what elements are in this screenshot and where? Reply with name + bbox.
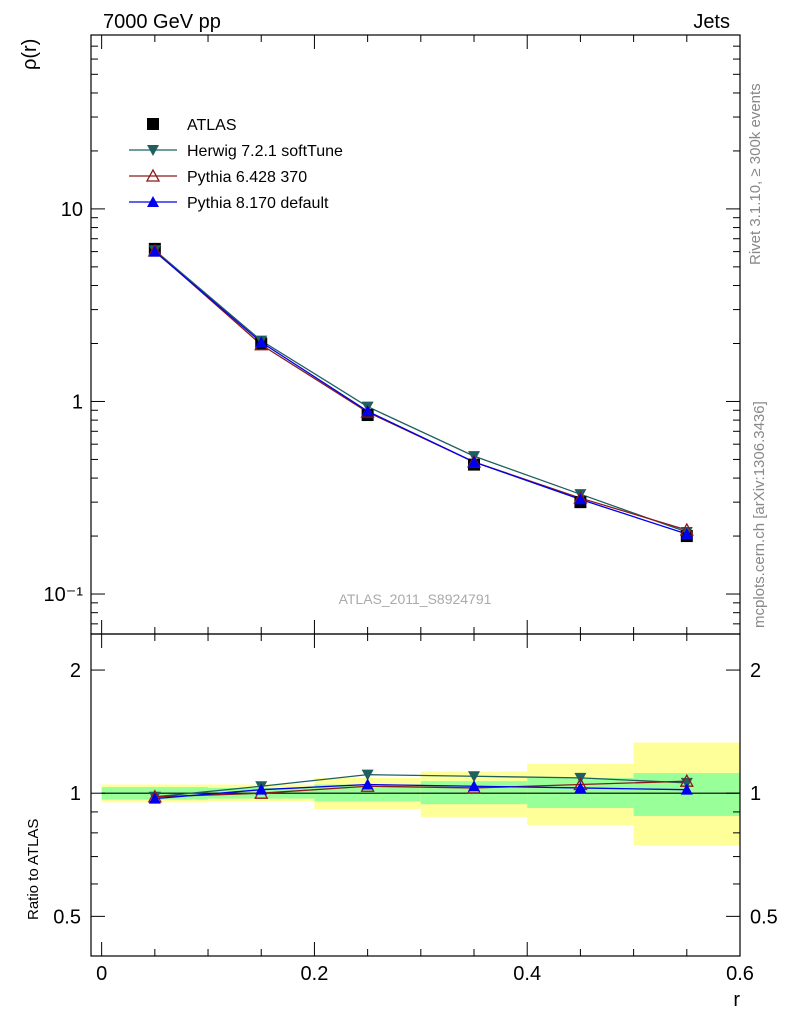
ratio-xtick-label: 0.6 — [726, 963, 754, 985]
main-tick-labels: 10 1 10⁻¹ — [44, 199, 84, 606]
ratio-ytick-label-right: 0.5 — [750, 906, 778, 928]
legend-label-2: Pythia 6.428 370 — [187, 169, 307, 186]
ratio-series — [154, 774, 687, 800]
ratio-ytick-label-left: 2 — [70, 660, 81, 682]
ratio-point-2-4 — [574, 781, 587, 793]
header-left: 7000 GeV pp — [103, 11, 221, 33]
ratio-point-2-2 — [361, 778, 374, 790]
ratio-xtick-label: 0.2 — [301, 963, 329, 985]
ratio-frame — [90, 633, 741, 957]
header-right: Jets — [693, 11, 730, 33]
main-series — [154, 249, 688, 535]
point-3-3 — [468, 455, 481, 467]
legend: ATLAS Herwig 7.2.1 softTune Pythia 6.428 3… — [129, 117, 343, 212]
ratio-point-0-2 — [361, 769, 374, 781]
ratio-point-2-3 — [468, 780, 481, 792]
ratio-point-2-0 — [148, 792, 161, 804]
ratio-ytick-label-right: 2 — [750, 660, 761, 682]
legend-marker-2 — [145, 168, 161, 182]
ratio-ytick-label-left: 1 — [70, 783, 81, 805]
point-3-2 — [361, 405, 374, 417]
ratio-xlabel: r — [733, 989, 740, 1011]
legend-marker-1 — [147, 145, 159, 156]
legend-label-0: ATLAS — [187, 117, 237, 134]
series-line-2 — [154, 250, 687, 531]
legend-marker-3 — [147, 196, 159, 207]
watermark: ATLAS_2011_S8924791 — [339, 591, 492, 607]
ratio-markers — [147, 769, 694, 804]
ratio-axes — [90, 633, 741, 957]
ratio-tick-labels: 2 2 1 1 0.5 0.5 0 0.2 0.4 0.6 — [53, 660, 778, 985]
ratio-xtick-label: 0.4 — [513, 963, 541, 985]
ratio-ylabel: Ratio to ATLAS — [25, 819, 42, 920]
ratio-point-2-5 — [680, 783, 693, 795]
series-line-3 — [154, 251, 688, 535]
rivet-label: Rivet 3.1.10, ≥ 300k events — [747, 83, 764, 265]
ratio-uncertainty-bands — [101, 742, 740, 846]
ratio-line-2 — [154, 783, 687, 800]
main-markers — [147, 242, 694, 543]
legend-marker-0 — [147, 118, 159, 130]
point-3-4 — [574, 493, 587, 505]
ratio-line-0 — [154, 774, 687, 798]
ratio-ytick-label-right: 1 — [750, 783, 761, 805]
main-ytick-label: 10 — [61, 199, 83, 221]
main-ytick-label: 10⁻¹ — [44, 584, 84, 606]
main-ytick-label: 1 — [72, 391, 83, 413]
legend-label-1: Herwig 7.2.1 softTune — [187, 143, 343, 160]
ratio-ytick-label-left: 0.5 — [53, 906, 81, 928]
point-3-0 — [148, 245, 161, 257]
series-line-1 — [154, 249, 688, 533]
legend-label-3: Pythia 8.170 default — [187, 195, 329, 212]
ratio-line-1 — [154, 780, 687, 798]
mcplots-label: mcplots.cern.ch [arXiv:1306.3436] — [751, 401, 768, 628]
ratio-point-2-1 — [255, 783, 268, 795]
main-axes — [90, 34, 741, 635]
point-3-1 — [255, 336, 268, 348]
ratio-xtick-label: 0 — [96, 963, 107, 985]
main-ylabel: ρ(r) — [19, 39, 41, 70]
ratio-point-0-3 — [468, 771, 481, 783]
point-3-5 — [680, 527, 693, 539]
